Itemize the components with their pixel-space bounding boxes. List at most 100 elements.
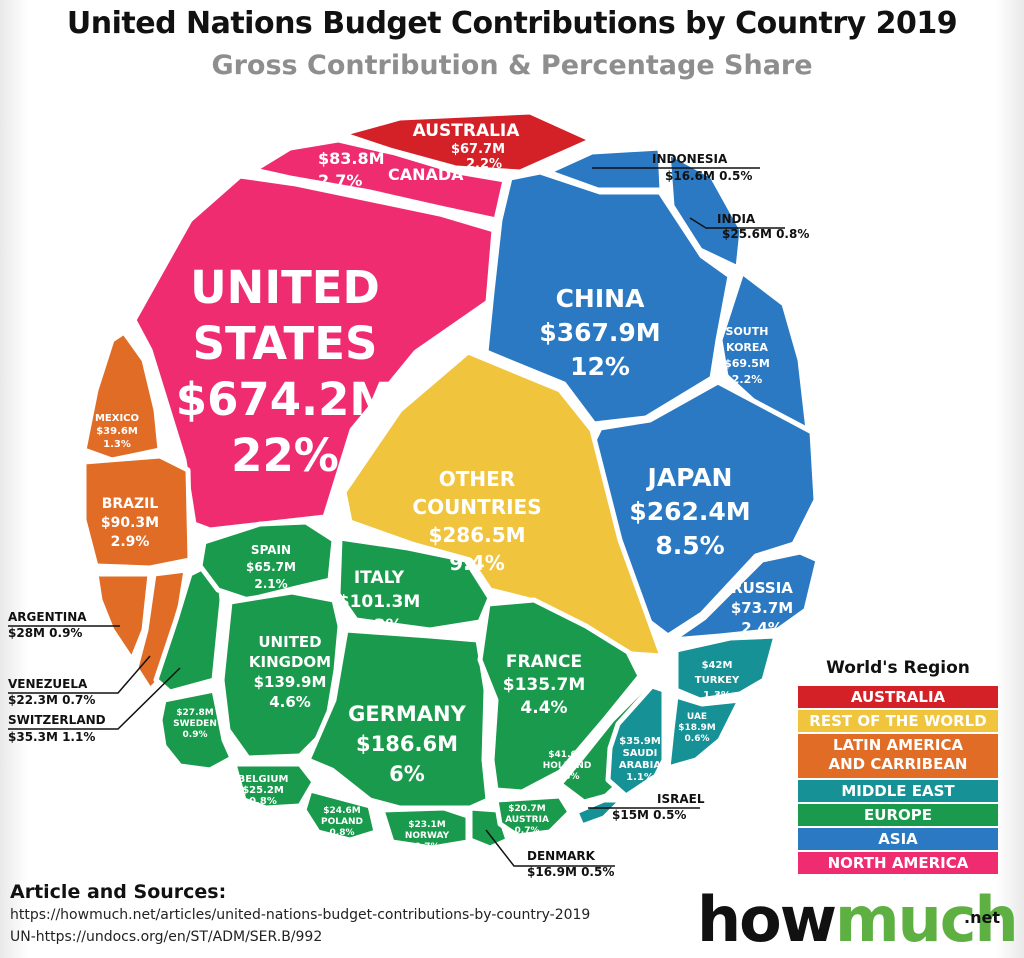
ext-label-denmark-name: DENMARK bbox=[527, 849, 596, 863]
cell-china bbox=[483, 169, 733, 427]
label-australia-name: AUSTRALIA bbox=[413, 121, 521, 141]
right-edge-shade bbox=[996, 0, 1024, 958]
label-norway-name: NORWAY bbox=[405, 831, 450, 841]
cell-spain bbox=[197, 519, 337, 603]
legend-item-latin-america-line1: LATIN AMERICA bbox=[832, 736, 964, 754]
cell-italy bbox=[335, 535, 493, 633]
ext-label-india-name: INDIA bbox=[717, 212, 756, 226]
sources-title: Article and Sources: bbox=[10, 881, 227, 903]
label-russia-name: RUSSIA bbox=[731, 579, 793, 597]
label-spain-name: SPAIN bbox=[251, 543, 291, 557]
label-france-amount: $135.7M bbox=[503, 675, 586, 695]
cell-uae bbox=[665, 693, 743, 771]
label-norway-share: 0.7% bbox=[415, 842, 440, 852]
legend-item-latin-america: LATIN AMERICA AND CARRIBEAN bbox=[798, 734, 998, 778]
legend-item-middle-east: MIDDLE EAST bbox=[798, 780, 998, 802]
ext-label-indonesia-value: $16.6M 0.5% bbox=[665, 169, 752, 183]
label-germany-amount: $186.6M bbox=[356, 732, 458, 756]
label-china-name: CHINA bbox=[556, 284, 645, 313]
label-germany-share: 6% bbox=[389, 762, 425, 786]
ext-label-switzerland-name: SWITZERLAND bbox=[8, 713, 106, 727]
brand-logo-tld: .net bbox=[964, 908, 1000, 927]
label-canada-share: 2.7% bbox=[318, 171, 362, 190]
label-south-korea-name: SOUTH bbox=[726, 325, 769, 338]
label-other-countries-amount: $286.5M bbox=[428, 523, 525, 547]
label-austria-share: 0.7% bbox=[515, 826, 540, 836]
label-sweden-amount: $27.8M bbox=[176, 708, 213, 718]
label-italy-name: ITALY bbox=[354, 568, 405, 588]
label-france-share: 4.4% bbox=[520, 698, 567, 718]
label-brazil-amount: $90.3M bbox=[101, 515, 159, 531]
label-turkey-share: 1.3% bbox=[703, 690, 731, 701]
label-mexico-share: 1.3% bbox=[103, 439, 131, 450]
ext-label-india-value: $25.6M 0.8% bbox=[722, 227, 809, 241]
cell-sweden bbox=[157, 687, 235, 773]
label-united-kingdom-share: 4.6% bbox=[269, 693, 311, 711]
brand-logo-how: how bbox=[697, 883, 837, 956]
label-saudi-arabia-share: 1.1% bbox=[626, 772, 654, 783]
label-spain-share: 2.1% bbox=[254, 577, 287, 591]
cell-mexico bbox=[81, 329, 163, 463]
cell-canada bbox=[251, 137, 508, 223]
label-china-amount: $367.9M bbox=[539, 318, 660, 347]
left-edge-shade bbox=[0, 0, 28, 958]
cell-austria bbox=[493, 793, 573, 839]
label-brazil-name: BRAZIL bbox=[102, 496, 159, 512]
ext-label-argentina-name: ARGENTINA bbox=[8, 610, 87, 624]
label-sweden-name: SWEDEN bbox=[173, 719, 217, 729]
source-link-article[interactable]: https://howmuch.net/articles/united-nati… bbox=[10, 907, 591, 923]
label-italy-amount: $101.3M bbox=[338, 592, 421, 612]
label-japan-name: JAPAN bbox=[646, 463, 733, 492]
label-south-korea-name: KOREA bbox=[726, 341, 768, 354]
label-australia-amount: $67.7M bbox=[451, 142, 505, 157]
label-turkey-amount: $42M bbox=[702, 660, 733, 671]
label-saudi-arabia-amount: $35.9M bbox=[619, 736, 661, 747]
ext-label-switzerland-value: $35.3M 1.1% bbox=[8, 730, 95, 744]
label-uae-name: UAE bbox=[687, 712, 707, 722]
label-uae-share: 0.6% bbox=[685, 734, 710, 744]
label-holland-name: HOLLAND bbox=[543, 761, 592, 771]
label-united-states-name: STATES bbox=[193, 317, 378, 370]
cell-saudi-arabia bbox=[605, 683, 667, 799]
brand-logo: howmuch bbox=[697, 889, 1019, 951]
label-united-states-amount: $674.2M bbox=[176, 373, 394, 426]
label-russia-share: 2.4% bbox=[741, 619, 783, 637]
label-poland-name: POLAND bbox=[321, 817, 363, 827]
label-uae-amount: $18.9M bbox=[678, 723, 715, 733]
cell-russia bbox=[669, 549, 821, 643]
label-spain-amount: $65.7M bbox=[246, 560, 296, 574]
label-france-name: FRANCE bbox=[506, 652, 582, 672]
cell-turkey bbox=[673, 633, 779, 703]
ext-label-indonesia-name: INDONESIA bbox=[652, 152, 728, 166]
source-link-un[interactable]: UN-https://undocs.org/en/ST/ADM/SER.B/99… bbox=[10, 929, 323, 945]
label-belgium-amount: $25.2M bbox=[242, 785, 284, 796]
label-belgium-name: BELGIUM bbox=[238, 774, 289, 785]
label-united-states-share: 22% bbox=[231, 429, 339, 482]
label-china-share: 12% bbox=[570, 352, 630, 381]
label-australia-share: 2.2% bbox=[466, 157, 502, 172]
cell-united-states bbox=[131, 173, 497, 533]
ext-label-denmark-value: $16.9M 0.5% bbox=[527, 865, 614, 879]
cell-venezuela bbox=[133, 567, 189, 693]
label-south-korea-amount: $69.5M bbox=[724, 357, 770, 370]
cell-brazil bbox=[81, 453, 193, 571]
ext-label-argentina-value: $28M 0.9% bbox=[8, 626, 82, 640]
leader-line-india bbox=[689, 217, 785, 229]
chart-title: United Nations Budget Contributions by C… bbox=[66, 6, 958, 41]
label-other-countries-name: COUNTRIES bbox=[412, 495, 541, 519]
legend-item-north-america: NORTH AMERICA bbox=[798, 852, 998, 874]
label-sweden-share: 0.9% bbox=[183, 730, 208, 740]
label-poland-amount: $24.6M bbox=[323, 806, 360, 816]
leader-line-switzerland bbox=[8, 667, 181, 730]
legend-item-latin-america-line2: AND CARRIBEAN bbox=[828, 755, 968, 773]
label-united-kingdom-name: UNITED bbox=[258, 633, 321, 651]
ext-label-venezuela-name: VENEZUELA bbox=[8, 677, 88, 691]
cell-norway bbox=[379, 805, 471, 851]
label-japan-amount: $262.4M bbox=[629, 497, 750, 526]
label-russia-amount: $73.7M bbox=[731, 599, 793, 617]
cell-argentina bbox=[93, 571, 153, 663]
leader-line-denmark bbox=[485, 829, 615, 867]
brand-logo-much: much bbox=[835, 883, 1019, 956]
legend-item-australia: AUSTRALIA bbox=[798, 686, 998, 708]
